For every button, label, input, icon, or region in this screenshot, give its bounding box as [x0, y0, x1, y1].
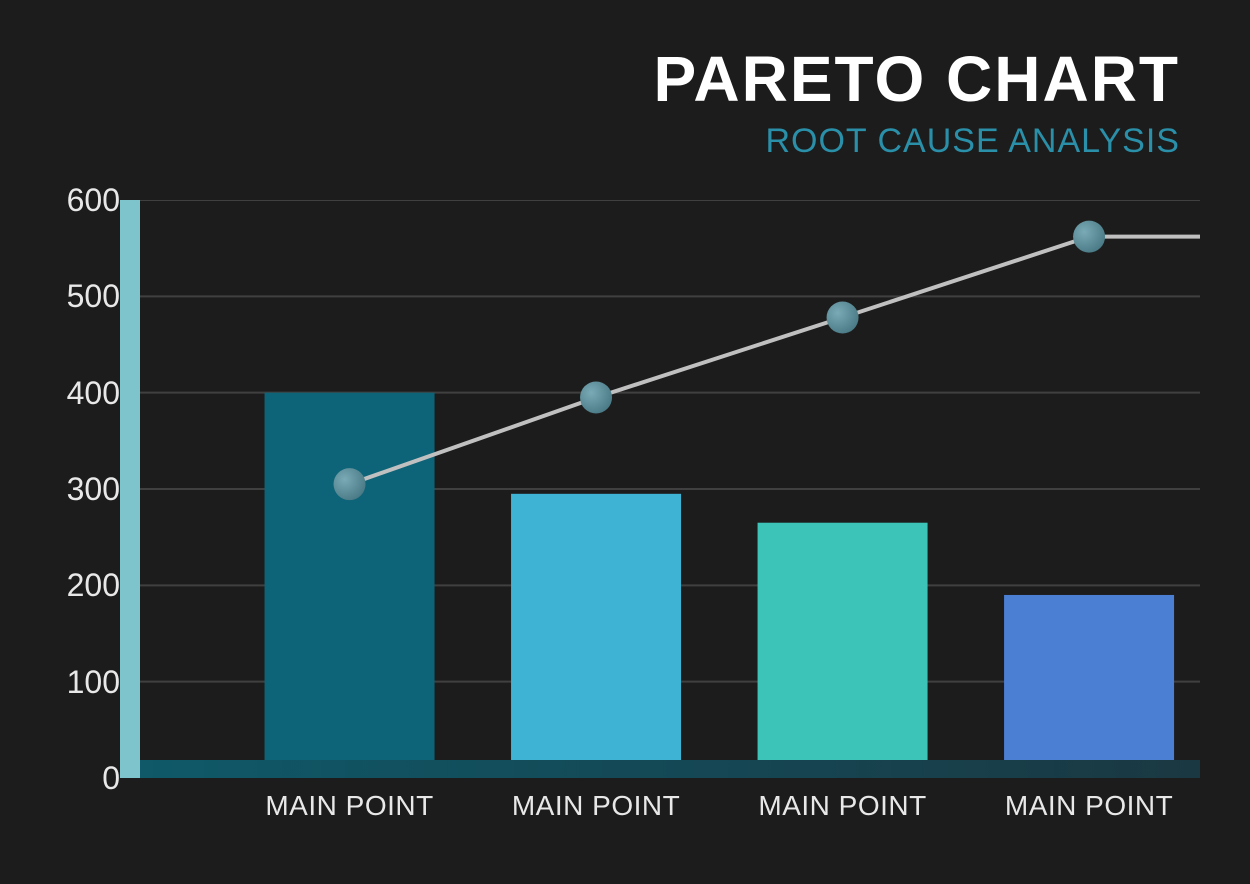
- chart-area: 0100200300400500600MAIN POINTMAIN POINTM…: [60, 200, 1200, 820]
- x-axis-category-label: MAIN POINT: [989, 790, 1189, 822]
- y-axis-tick-label: 200: [50, 567, 120, 604]
- y-axis-tick-label: 100: [50, 664, 120, 701]
- x-axis-category-label: MAIN POINT: [496, 790, 696, 822]
- chart-title: PARETO CHART: [653, 42, 1180, 116]
- chart-subtitle: ROOT CAUSE ANALYSIS: [765, 122, 1180, 161]
- y-axis-tick-label: 0: [50, 760, 120, 797]
- pareto-chart-svg: [60, 200, 1200, 820]
- x-axis-category-label: MAIN POINT: [250, 790, 450, 822]
- y-axis-tick-label: 600: [50, 182, 120, 219]
- x-axis-category-label: MAIN POINT: [743, 790, 943, 822]
- y-axis-tick-label: 400: [50, 375, 120, 412]
- y-axis-tick-label: 300: [50, 471, 120, 508]
- y-axis-tick-label: 500: [50, 278, 120, 315]
